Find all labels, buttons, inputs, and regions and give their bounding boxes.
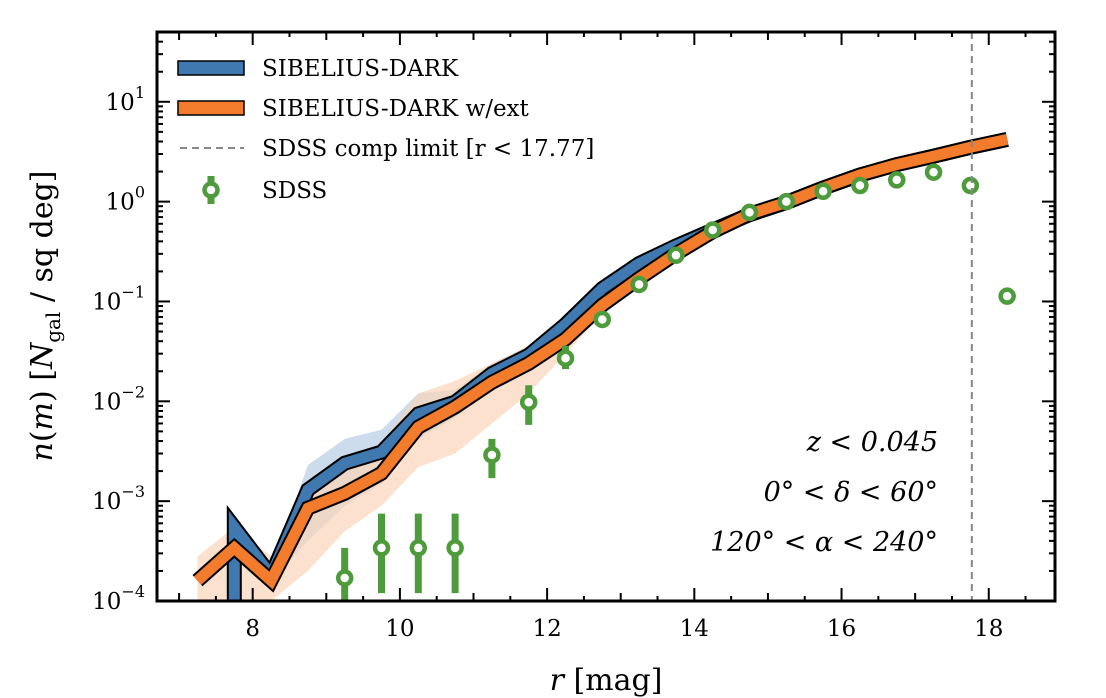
- sdss-point: [887, 171, 906, 189]
- sdss-point: [483, 446, 501, 464]
- sdss-point: [851, 176, 869, 195]
- legend-swatch: [177, 60, 245, 76]
- legend-item-3: SDSS: [202, 176, 327, 204]
- annotation-right-ascension: 120° < α < 240°: [710, 527, 938, 558]
- sdss-point: [814, 182, 832, 201]
- y-axis-label: n(m) [Ngal / sq deg]: [25, 170, 65, 461]
- sdss-point: [593, 310, 612, 329]
- sdss-point: [961, 176, 980, 195]
- sdss-point: [998, 287, 1016, 305]
- sdss-point: [630, 275, 648, 294]
- sdss-point: [372, 539, 391, 557]
- legend-label: SIBELIUS-DARK: [262, 56, 459, 82]
- sdss-point: [335, 569, 354, 587]
- sdss-point: [409, 539, 428, 557]
- legend-label: SDSS: [262, 178, 327, 204]
- sdss-point: [667, 246, 685, 265]
- x-tick-label: 12: [532, 616, 561, 642]
- x-tick-label: 10: [385, 616, 414, 642]
- legend-item-1: SIBELIUS-DARK w/ext: [177, 96, 530, 122]
- legend-item-0: SIBELIUS-DARK: [177, 56, 459, 82]
- annotation-declination: 0° < δ < 60°: [764, 477, 938, 508]
- legend-label: SIBELIUS-DARK w/ext: [262, 96, 530, 122]
- legend-swatch: [177, 100, 245, 116]
- legend-swatch-marker: [202, 181, 220, 199]
- annotations: z < 0.045 0° < δ < 60° 120° < α < 240°: [710, 427, 938, 558]
- y-tick-label: 10−2: [92, 382, 145, 415]
- band-sibelius-dark-ext: [197, 138, 1008, 601]
- legend-label: SDSS comp limit [r < 17.77]: [262, 136, 594, 162]
- y-tick-label: 100: [106, 183, 145, 216]
- sdss-point: [703, 221, 722, 239]
- y-tick-label: 10−1: [92, 282, 145, 315]
- sdss-point: [446, 539, 464, 557]
- sdss-point: [777, 192, 796, 211]
- annotation-redshift: z < 0.045: [806, 427, 938, 458]
- x-tick-label: 18: [974, 616, 1003, 642]
- y-tick-label: 10−3: [92, 482, 145, 515]
- y-tick-label: 101: [106, 83, 145, 116]
- sdss-point: [740, 203, 759, 222]
- x-axis-label: r [mag]: [550, 663, 663, 698]
- sdss-point: [924, 163, 943, 181]
- y-tick-label: 10−4: [92, 582, 145, 615]
- x-tick-label: 16: [827, 616, 856, 642]
- legend: SIBELIUS-DARK SIBELIUS-DARK w/ext SDSS com…: [177, 56, 594, 204]
- plot-frame: [155, 30, 1057, 603]
- x-tick-label: 14: [680, 616, 709, 642]
- sdss-point: [519, 393, 538, 411]
- legend-item-2: SDSS comp limit [r < 17.77]: [180, 136, 594, 162]
- sdss-point: [556, 349, 575, 367]
- line-sibelius-dark-ext: [193, 134, 1009, 590]
- x-tick-label: 8: [245, 616, 260, 642]
